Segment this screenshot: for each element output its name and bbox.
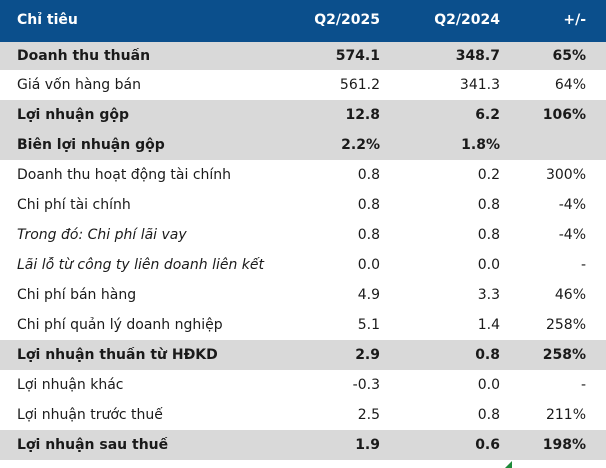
row-label: Lãi lỗ từ công ty liên doanh liên kết <box>17 257 265 273</box>
table-row: Biên lợi nhuận gộp 2.2% 1.8% <box>0 130 606 160</box>
row-change: - <box>580 377 586 393</box>
row-change: 65% <box>552 48 586 64</box>
row-q2-2025: 0.8 <box>357 167 380 183</box>
row-q2-2025: 2.2% <box>341 137 380 153</box>
row-q2-2024: 0.8 <box>475 347 500 363</box>
row-label: Lợi nhuận trước thuế <box>17 407 163 423</box>
row-label: Chi phí bán hàng <box>17 287 137 303</box>
header-q2-2025: Q2/2025 <box>314 12 380 28</box>
row-q2-2024: 0.8 <box>477 407 500 423</box>
table-row: Lợi nhuận khác -0.3 0.0 - <box>0 370 606 400</box>
table-row: Lãi lỗ từ công ty liên doanh liên kết 0.… <box>0 250 606 280</box>
row-change: 198% <box>542 437 586 453</box>
row-label: Chi phí tài chính <box>17 197 131 213</box>
row-q2-2024: 0.0 <box>477 377 500 393</box>
table-row: Chi phí tài chính 0.8 0.8 -4% <box>0 190 606 220</box>
row-q2-2024: 3.3 <box>477 287 500 303</box>
row-q2-2024: 6.2 <box>475 107 500 123</box>
row-q2-2024: 0.8 <box>477 227 500 243</box>
row-label: Giá vốn hàng bán <box>17 77 141 93</box>
row-change: - <box>580 257 586 273</box>
row-q2-2024: 0.2 <box>477 167 500 183</box>
row-label: Doanh thu hoạt động tài chính <box>17 167 232 183</box>
row-q2-2025: 2.9 <box>355 347 380 363</box>
table-header: Chỉ tiêu Q2/2025 Q2/2024 +/- <box>0 0 606 40</box>
row-q2-2024: 1.8% <box>461 137 500 153</box>
table-row: Lợi nhuận gộp 12.8 6.2 106% <box>0 100 606 130</box>
row-q2-2025: 1.9 <box>355 437 380 453</box>
row-change: 300% <box>545 167 586 183</box>
row-label: Chi phí quản lý doanh nghiệp <box>17 317 223 333</box>
row-q2-2025: -0.3 <box>352 377 380 393</box>
table-row: Doanh thu thuần 574.1 348.7 65% <box>0 40 606 70</box>
header-change: +/- <box>563 12 586 28</box>
row-change: 211% <box>545 407 586 423</box>
row-q2-2024: 0.6 <box>475 437 500 453</box>
table-row: Lợi nhuận thuần từ HĐKD 2.9 0.8 258% <box>0 340 606 370</box>
row-q2-2025: 2.5 <box>357 407 380 423</box>
row-q2-2025: 0.8 <box>357 197 380 213</box>
cell-comment-marker-icon <box>505 461 512 468</box>
row-change: 64% <box>554 77 586 93</box>
row-change: 106% <box>542 107 586 123</box>
row-q2-2024: 341.3 <box>459 77 500 93</box>
row-change: -4% <box>558 197 586 213</box>
row-label: Lợi nhuận khác <box>17 377 124 393</box>
row-label: Lợi nhuận sau thuế <box>17 437 169 453</box>
row-q2-2024: 1.4 <box>477 317 500 333</box>
row-q2-2025: 4.9 <box>357 287 380 303</box>
row-q2-2025: 561.2 <box>339 77 380 93</box>
row-q2-2025: 5.1 <box>357 317 380 333</box>
row-q2-2024: 0.8 <box>477 197 500 213</box>
table-row: Doanh thu hoạt động tài chính 0.8 0.2 30… <box>0 160 606 190</box>
table-row: Lợi nhuận sau thuế 1.9 0.6 198% <box>0 430 606 460</box>
row-label: Lợi nhuận gộp <box>17 107 130 123</box>
row-q2-2025: 12.8 <box>345 107 380 123</box>
row-label: Biên lợi nhuận gộp <box>17 137 165 153</box>
row-q2-2025: 0.8 <box>357 227 380 243</box>
table-row: Chi phí bán hàng 4.9 3.3 46% <box>0 280 606 310</box>
row-label: Trong đó: Chi phí lãi vay <box>17 227 187 243</box>
row-q2-2025: 0.0 <box>357 257 380 273</box>
row-change: 46% <box>554 287 586 303</box>
header-q2-2024: Q2/2024 <box>434 12 500 28</box>
table-row: Giá vốn hàng bán 561.2 341.3 64% <box>0 70 606 100</box>
row-change: 258% <box>545 317 586 333</box>
header-indicator: Chỉ tiêu <box>17 12 78 28</box>
row-q2-2024: 348.7 <box>455 48 500 64</box>
row-change: -4% <box>558 227 586 243</box>
table-row: Chi phí quản lý doanh nghiệp 5.1 1.4 258… <box>0 310 606 340</box>
row-label: Doanh thu thuần <box>17 48 151 64</box>
row-q2-2024: 0.0 <box>477 257 500 273</box>
row-label: Lợi nhuận thuần từ HĐKD <box>17 347 218 363</box>
table-row: Trong đó: Chi phí lãi vay 0.8 0.8 -4% <box>0 220 606 250</box>
table-row: Lợi nhuận trước thuế 2.5 0.8 211% <box>0 400 606 430</box>
row-q2-2025: 574.1 <box>335 48 380 64</box>
row-change: 258% <box>542 347 586 363</box>
